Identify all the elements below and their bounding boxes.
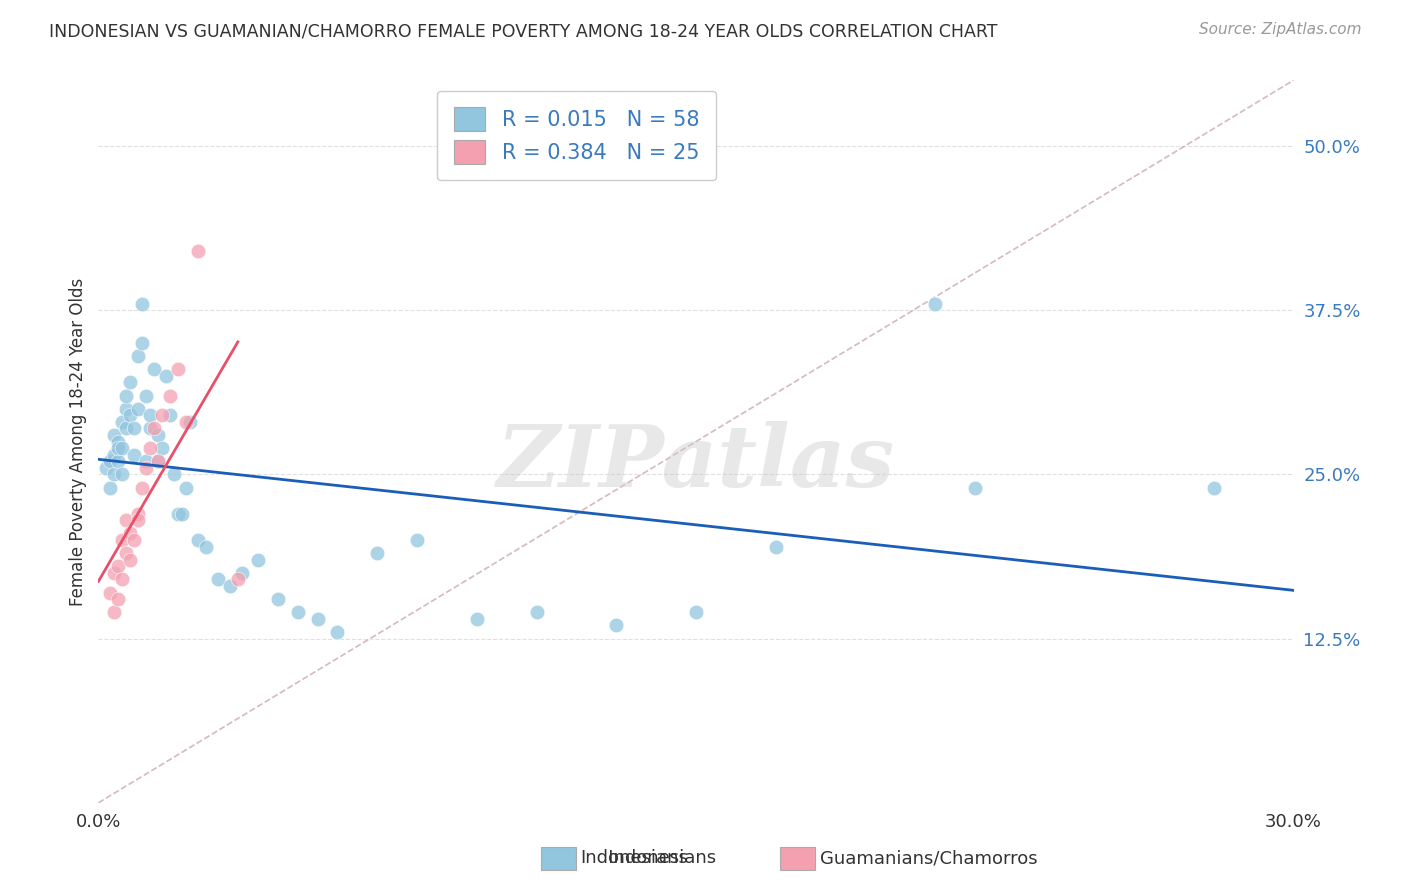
Point bbox=[963, 481, 986, 495]
Point bbox=[115, 546, 138, 560]
Point bbox=[124, 533, 146, 547]
Point bbox=[174, 481, 197, 495]
Point bbox=[115, 421, 138, 435]
Point bbox=[103, 428, 125, 442]
Point bbox=[148, 454, 170, 468]
Point bbox=[120, 553, 142, 567]
Point bbox=[148, 454, 170, 468]
Point bbox=[143, 421, 166, 435]
Point bbox=[219, 579, 242, 593]
Point bbox=[124, 421, 146, 435]
Point bbox=[111, 573, 134, 587]
Text: ZIPatlas: ZIPatlas bbox=[496, 421, 896, 505]
Point bbox=[287, 605, 309, 619]
Point bbox=[120, 376, 142, 390]
Point bbox=[150, 409, 173, 423]
Point bbox=[174, 415, 197, 429]
Point bbox=[326, 625, 349, 640]
Point bbox=[226, 573, 249, 587]
Point bbox=[207, 573, 229, 587]
Point bbox=[131, 296, 153, 310]
Point bbox=[187, 244, 209, 258]
Point bbox=[115, 401, 138, 416]
Point bbox=[111, 533, 134, 547]
Text: INDONESIAN VS GUAMANIAN/CHAMORRO FEMALE POVERTY AMONG 18-24 YEAR OLDS CORRELATIO: INDONESIAN VS GUAMANIAN/CHAMORRO FEMALE … bbox=[49, 22, 998, 40]
Point bbox=[159, 409, 181, 423]
Point bbox=[195, 540, 218, 554]
Point bbox=[187, 533, 209, 547]
Point bbox=[120, 409, 142, 423]
Point bbox=[267, 592, 290, 607]
Point bbox=[127, 349, 149, 363]
Point bbox=[127, 513, 149, 527]
Text: Source: ZipAtlas.com: Source: ZipAtlas.com bbox=[1198, 22, 1361, 37]
Point bbox=[135, 460, 157, 475]
Point bbox=[135, 454, 157, 468]
Point bbox=[231, 566, 253, 580]
Point bbox=[172, 507, 194, 521]
Point bbox=[246, 553, 269, 567]
Point bbox=[167, 362, 190, 376]
Point bbox=[107, 441, 129, 455]
Point bbox=[111, 441, 134, 455]
Point bbox=[107, 559, 129, 574]
Point bbox=[155, 368, 177, 383]
Point bbox=[115, 513, 138, 527]
Point bbox=[127, 401, 149, 416]
Point bbox=[406, 533, 429, 547]
Point bbox=[127, 507, 149, 521]
Point bbox=[103, 448, 125, 462]
Point bbox=[465, 612, 488, 626]
Point bbox=[98, 481, 122, 495]
Point bbox=[143, 362, 166, 376]
Point bbox=[150, 441, 173, 455]
Point bbox=[139, 409, 162, 423]
Point bbox=[139, 421, 162, 435]
Point bbox=[159, 388, 181, 402]
Point bbox=[366, 546, 388, 560]
Point bbox=[765, 540, 787, 554]
Legend: R = 0.015   N = 58, R = 0.384   N = 25: R = 0.015 N = 58, R = 0.384 N = 25 bbox=[437, 91, 716, 180]
Point bbox=[685, 605, 707, 619]
Point bbox=[124, 448, 146, 462]
Point bbox=[98, 585, 122, 599]
Point bbox=[605, 618, 627, 632]
Y-axis label: Female Poverty Among 18-24 Year Olds: Female Poverty Among 18-24 Year Olds bbox=[69, 277, 87, 606]
Point bbox=[1202, 481, 1225, 495]
Point bbox=[131, 481, 153, 495]
Point bbox=[111, 467, 134, 482]
Point bbox=[307, 612, 329, 626]
Point bbox=[107, 592, 129, 607]
Point bbox=[135, 388, 157, 402]
Point bbox=[107, 454, 129, 468]
Point bbox=[103, 605, 125, 619]
Point bbox=[111, 415, 134, 429]
Point bbox=[526, 605, 548, 619]
Text: Guamanians/Chamorros: Guamanians/Chamorros bbox=[820, 849, 1038, 867]
Text: Indonesians: Indonesians bbox=[581, 849, 689, 867]
Text: Indonesians: Indonesians bbox=[591, 849, 716, 867]
Point bbox=[163, 467, 186, 482]
Point bbox=[107, 434, 129, 449]
Point bbox=[139, 441, 162, 455]
Point bbox=[167, 507, 190, 521]
Point bbox=[115, 388, 138, 402]
Point bbox=[148, 428, 170, 442]
Point bbox=[103, 566, 125, 580]
Point bbox=[179, 415, 201, 429]
Point bbox=[924, 296, 946, 310]
Point bbox=[96, 460, 118, 475]
Point bbox=[98, 454, 122, 468]
Point bbox=[120, 526, 142, 541]
Point bbox=[103, 467, 125, 482]
Point bbox=[131, 336, 153, 351]
